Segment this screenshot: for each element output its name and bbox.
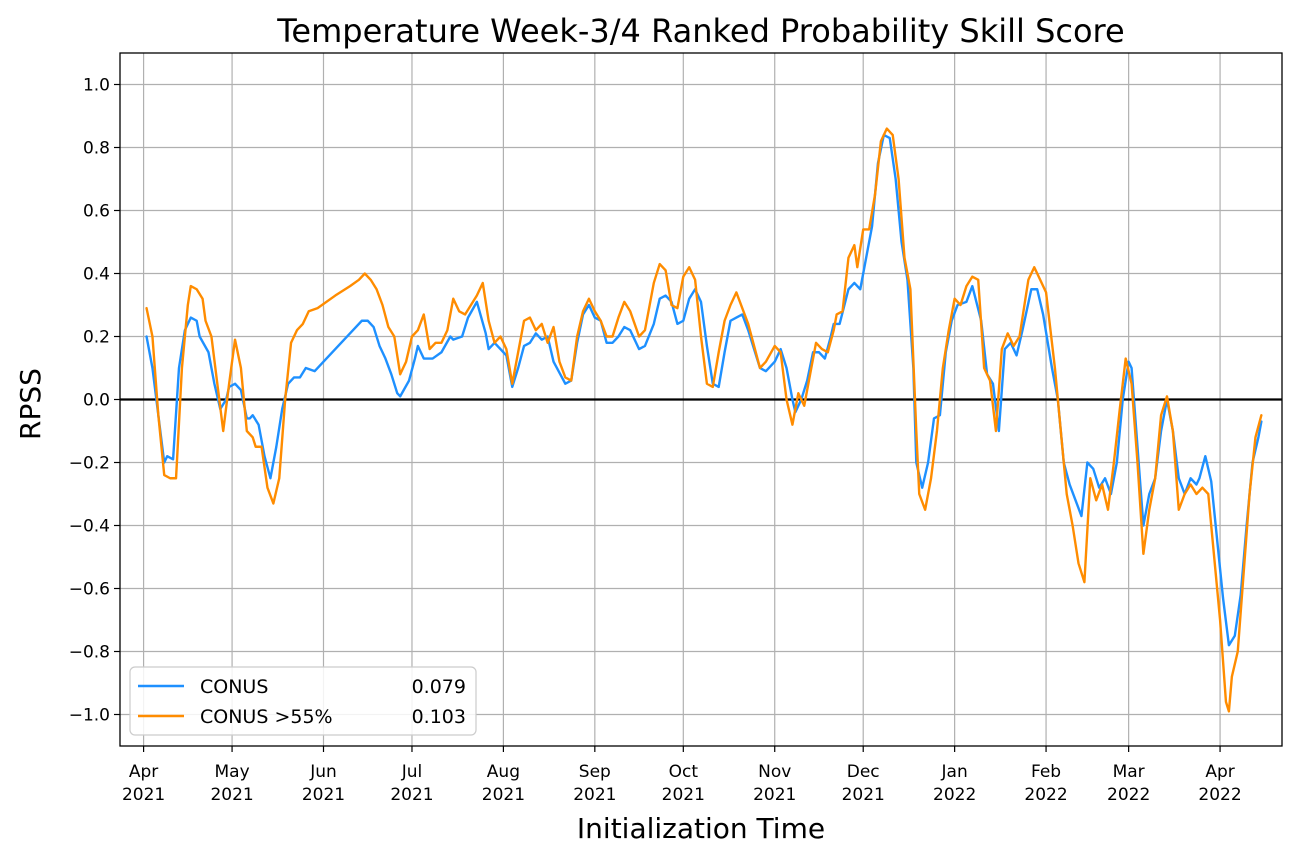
plot-area-frame xyxy=(119,52,1283,747)
y-axis-label: RPSS xyxy=(14,368,47,440)
x-tick-label-year: 2021 xyxy=(122,785,165,805)
x-tick-label-year: 2022 xyxy=(933,785,976,805)
series-line-conus-55 xyxy=(145,127,1263,713)
y-tick-label: −0.8 xyxy=(69,643,110,663)
legend-entry-conus: CONUS 0.079 xyxy=(138,676,466,698)
x-tick-label-year: 2021 xyxy=(753,785,796,805)
y-tick-label: 0.4 xyxy=(83,265,110,285)
y-tick-label: −0.4 xyxy=(69,517,110,537)
x-tick-label-month: Feb xyxy=(1031,762,1061,782)
x-tick-label-year: 2021 xyxy=(390,785,433,805)
x-tick-label-month: Jun xyxy=(309,762,337,782)
x-tick-label-year: 2021 xyxy=(210,785,253,805)
series-lines xyxy=(145,127,1263,713)
x-tick-label-year: 2021 xyxy=(842,785,885,805)
legend-label-conus-55: CONUS >55% xyxy=(200,706,333,728)
y-tick-label: 0.6 xyxy=(83,202,110,222)
x-axis-ticks: Apr 2021 May 2021 Jun 2021 Jul 2021 Aug 2021 Sep 20… xyxy=(122,746,1242,805)
x-tick-label-month: Sep xyxy=(579,762,611,782)
y-tick-label: 0.0 xyxy=(83,391,110,411)
x-tick-label-month: Mar xyxy=(1113,762,1145,782)
x-tick-label-month: Apr xyxy=(1205,762,1234,782)
x-tick-label-month: Aug xyxy=(487,762,520,782)
chart-title: Temperature Week-3/4 Ranked Probability … xyxy=(276,12,1124,50)
legend-entry-conus-55: CONUS >55% 0.103 xyxy=(138,706,466,728)
x-tick-label-year: 2021 xyxy=(573,785,616,805)
y-tick-label: −0.6 xyxy=(69,580,110,600)
legend-score-conus-55: 0.103 xyxy=(412,706,466,728)
x-tick-label-year: 2022 xyxy=(1198,785,1241,805)
x-tick-label-month: May xyxy=(214,762,249,782)
x-tick-label-year: 2021 xyxy=(302,785,345,805)
x-tick-label-month: Nov xyxy=(758,762,791,782)
x-axis-label: Initialization Time xyxy=(577,812,825,845)
y-tick-label: 0.8 xyxy=(83,139,110,159)
x-tick-label-month: Oct xyxy=(669,762,699,782)
x-tick-label-year: 2022 xyxy=(1107,785,1150,805)
series-line-conus xyxy=(145,133,1263,647)
y-tick-label: 1.0 xyxy=(83,76,110,96)
y-tick-label: −1.0 xyxy=(69,706,110,726)
x-tick-label-month: Apr xyxy=(129,762,158,782)
legend-score-conus: 0.079 xyxy=(412,676,466,698)
x-tick-label-month: Dec xyxy=(847,762,880,782)
x-tick-label-month: Jan xyxy=(941,762,968,782)
x-tick-label-year: 2021 xyxy=(662,785,705,805)
x-tick-label-month: Jul xyxy=(401,762,423,782)
y-tick-label: 0.2 xyxy=(83,328,110,348)
x-tick-label-year: 2022 xyxy=(1024,785,1067,805)
legend-box xyxy=(129,666,477,736)
y-axis-ticks: 1.0 0.8 0.6 0.4 0.2 0.0 −0.2 −0.4 −0.6 −0.8 −1.0 xyxy=(69,76,120,726)
y-tick-label: −0.2 xyxy=(69,454,110,474)
x-tick-label-year: 2021 xyxy=(482,785,525,805)
legend-label-conus: CONUS xyxy=(200,676,268,698)
legend: CONUS 0.079 CONUS >55% 0.103 xyxy=(129,666,477,736)
